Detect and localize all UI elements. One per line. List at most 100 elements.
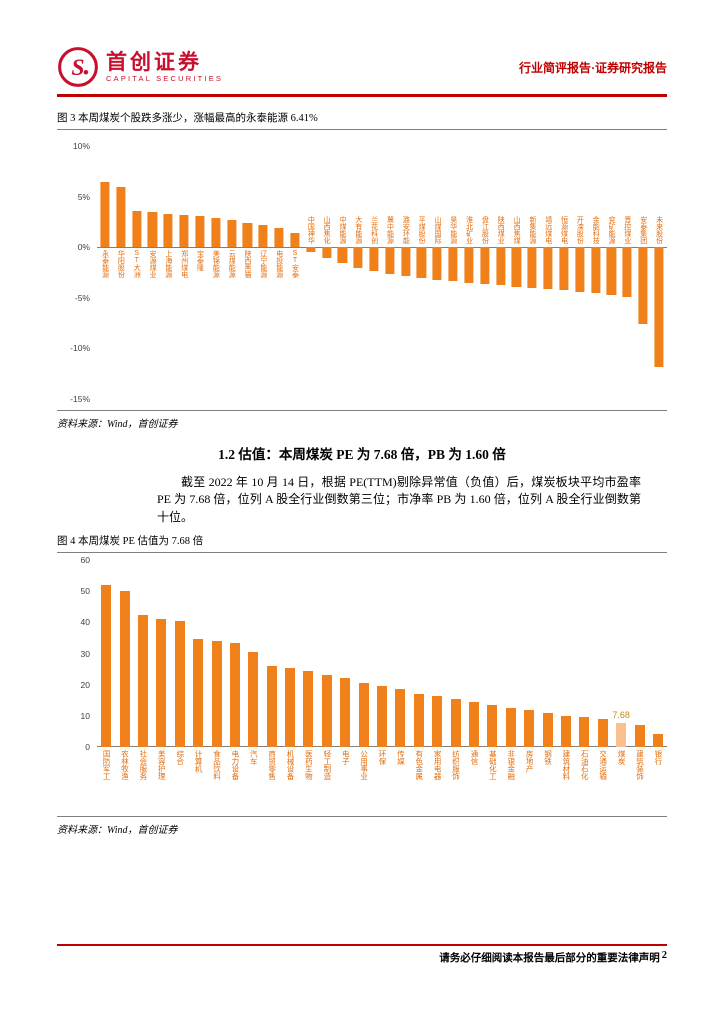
bar: [606, 247, 616, 295]
y-axis-tick-label: 10%: [72, 141, 90, 151]
bar: [290, 232, 300, 248]
footer-disclaimer: 请务必仔细阅读本报告最后部分的重要法律声明: [439, 953, 660, 964]
bar-slot: [502, 560, 520, 747]
page-number: 2: [661, 950, 667, 961]
bar-slot: [594, 560, 612, 747]
data-label: 7.68: [612, 710, 630, 721]
bar: [652, 733, 663, 747]
bar: [377, 686, 388, 747]
category-label: 宝泰隆: [196, 250, 204, 272]
bar-slot: [354, 560, 372, 747]
bar-slot: 美锦能源: [208, 146, 224, 399]
category-label: 晋控煤业: [623, 216, 631, 245]
bar-slot: [391, 560, 409, 747]
bar: [226, 220, 237, 248]
chart-plot-area: 7.68 国防军工 农林牧渔 社会服务 美容护理 综合 计算机 食品饮料 电力设备 汽车 商贸零售机…: [97, 560, 667, 780]
bar-slot: 7.68: [612, 560, 630, 747]
figure4-source: 资料来源：Wind，首创证券: [57, 816, 667, 836]
bar-slot: [520, 560, 538, 747]
bar-slot: [299, 560, 317, 747]
figure3-caption: 图 3 本周煤炭个股跌多涨少，涨幅最高的永泰能源 6.41%: [57, 110, 667, 130]
category-label-slot: 农林牧渔: [115, 750, 133, 780]
category-label: 上海能源: [164, 250, 172, 279]
chart-y-axis: 10% 5% 0% -5% -10% -15%: [57, 141, 97, 404]
category-label: 农林牧渔: [120, 750, 130, 780]
bar-slot: 盘江股份: [477, 146, 493, 399]
category-label-slot: 电力设备: [226, 750, 244, 780]
category-label-slot: 电子: [336, 750, 354, 765]
bar: [543, 247, 553, 289]
y-axis-tick-label: 5%: [77, 191, 90, 202]
brand-logo-icon: S: [57, 46, 99, 88]
bar: [137, 614, 148, 747]
bar: [353, 247, 363, 268]
bar: [511, 247, 522, 287]
category-label: 食品饮料: [212, 750, 222, 780]
bar-slot: 昊华能源: [445, 146, 461, 399]
category-label: 兖矿能源: [608, 216, 616, 245]
category-label: 昊华能源: [449, 216, 457, 245]
category-label-slot: 医药生物: [299, 750, 317, 780]
bar-slot: 冀中能源: [382, 146, 398, 399]
category-label: 华阳股份: [117, 250, 125, 279]
category-label: 家用电器: [433, 750, 443, 780]
category-label: 传媒: [396, 750, 406, 765]
bar-slot: 新集能源: [524, 146, 540, 399]
category-label: 石油石化: [580, 750, 590, 780]
bar-slot: [171, 560, 189, 747]
y-axis-tick-label: -5%: [74, 292, 90, 303]
bar-slot: 电投能源: [271, 146, 287, 399]
bar: [542, 712, 553, 747]
bar-slot: [410, 560, 428, 747]
category-label: 兰花科创: [370, 216, 378, 245]
footer-divider: [57, 944, 667, 946]
y-axis-tick-label: 50: [80, 586, 90, 597]
category-label: 银行: [653, 750, 663, 765]
figure3-source: 资料来源：Wind，首创证券: [57, 410, 667, 430]
bar-slot: 大有能源: [350, 146, 366, 399]
bar: [193, 639, 204, 747]
bar: [579, 717, 590, 747]
bar-slot: [189, 560, 207, 747]
bar: [248, 651, 259, 747]
bar-slots: 永泰能源 华阳股份 ST大洲 安源煤业 上海能源 郑州煤电 宝泰隆 美锦能源 云煤能源 陕西黑猫辽…: [97, 146, 667, 399]
bar: [395, 689, 406, 747]
chart-plot: 7.68: [97, 560, 667, 747]
bar: [321, 675, 332, 747]
category-label: 金能科技: [592, 216, 600, 245]
bar-slot: [465, 560, 483, 747]
bar: [616, 723, 627, 747]
category-label: 恒源煤电: [560, 216, 568, 245]
bar: [358, 683, 369, 747]
category-label: 钢铁: [543, 750, 553, 765]
bar-slot: [207, 560, 225, 747]
category-label-slot: 交通运输: [594, 750, 612, 780]
bar: [634, 725, 645, 747]
category-label: 公用事业: [359, 750, 369, 780]
category-label: 潞安环能: [402, 216, 410, 245]
bar: [385, 247, 395, 274]
brand-name-cn: 首创证券: [106, 49, 202, 74]
brand-name-en: CAPITAL SECURITIES: [106, 74, 224, 84]
category-label-slot: 食品饮料: [207, 750, 225, 780]
category-label: 交通运输: [598, 750, 608, 780]
bar: [527, 247, 537, 288]
category-label: 环保: [377, 750, 387, 765]
category-label: 永泰能源: [101, 250, 109, 279]
y-axis-tick-label: 40: [80, 617, 90, 628]
bar-slot: 兰花科创: [366, 146, 382, 399]
category-label: 安泰集团: [639, 216, 647, 245]
bar: [464, 247, 474, 283]
bar: [432, 247, 442, 280]
bar-slot: 潞安环能: [398, 146, 414, 399]
bar: [274, 228, 284, 248]
bar-slot: [336, 560, 354, 747]
footer: 请务必仔细阅读本报告最后部分的重要法律声明 2: [57, 950, 667, 965]
bar-slot: 永泰能源: [97, 146, 113, 399]
category-label-slot: 轻工制造: [318, 750, 336, 780]
category-label: 开滦股份: [576, 216, 584, 245]
bar-slot: 晋控煤业: [619, 146, 635, 399]
bar-slot: [538, 560, 556, 747]
figure4-caption: 图 4 本周煤炭 PE 估值为 7.68 倍: [57, 533, 667, 553]
category-label-slot: 传媒: [391, 750, 409, 765]
